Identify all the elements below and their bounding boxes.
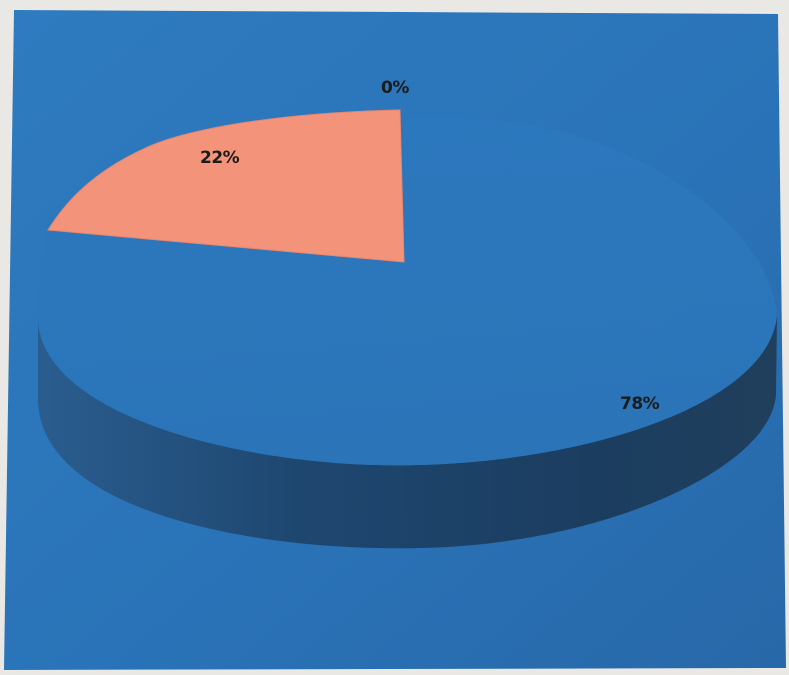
pie-slice-small	[47, 109, 405, 263]
data-label-78: 78%	[620, 394, 660, 414]
pie-slice-large	[38, 115, 777, 466]
pie-side-wall	[38, 315, 777, 549]
data-label-0: 0%	[381, 78, 409, 98]
data-label-22: 22%	[200, 148, 240, 168]
